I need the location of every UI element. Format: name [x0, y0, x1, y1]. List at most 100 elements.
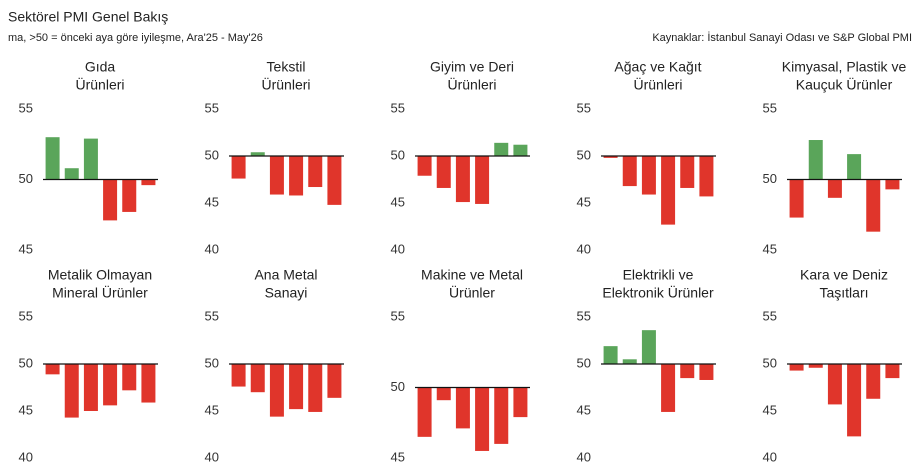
y-tick-label: 55 — [205, 100, 219, 115]
bar — [661, 156, 676, 225]
bar — [436, 387, 451, 401]
y-tick-label: 45 — [577, 402, 591, 417]
y-tick-label: 45 — [391, 194, 405, 209]
chart-title: Tekstil — [267, 59, 306, 75]
bar — [603, 346, 618, 364]
y-tick-label: 40 — [205, 241, 219, 256]
bar — [513, 387, 528, 418]
bar — [661, 364, 676, 412]
y-tick-label: 50 — [391, 147, 405, 162]
chart-title: Kara ve Deniz — [800, 267, 888, 283]
bar — [327, 156, 342, 205]
bar — [289, 156, 304, 196]
bar — [45, 137, 60, 180]
bar — [45, 364, 60, 375]
y-tick-label: 55 — [763, 100, 777, 115]
y-tick-label: 55 — [763, 308, 777, 323]
chart-title: Ürünler — [449, 284, 495, 301]
chart-title: Gıda — [85, 59, 116, 75]
y-tick-label: 50 — [763, 171, 777, 186]
y-tick-label: 50 — [763, 355, 777, 370]
bar — [641, 156, 656, 195]
source: Kaynaklar: İstanbul Sanayi Odası ve S&P … — [652, 31, 912, 44]
bar — [141, 364, 156, 403]
y-tick-label: 55 — [391, 308, 405, 323]
y-tick-label: 45 — [205, 194, 219, 209]
bar — [789, 364, 804, 371]
y-tick-label: 45 — [19, 241, 33, 256]
bar — [808, 364, 823, 368]
y-tick-label: 45 — [763, 241, 777, 256]
y-tick-label: 50 — [577, 355, 591, 370]
y-tick-label: 50 — [577, 147, 591, 162]
bar — [885, 364, 900, 379]
chart-title: Elektrikli ve — [623, 267, 694, 283]
y-tick-label: 50 — [19, 171, 33, 186]
chart-title: Ana Metal — [254, 267, 317, 283]
bar — [64, 364, 79, 418]
bar — [847, 154, 862, 180]
bar — [885, 179, 900, 190]
bar — [789, 179, 804, 218]
bar — [289, 364, 304, 410]
chart-title: Makine ve Metal — [421, 267, 523, 283]
bar — [231, 156, 246, 179]
bar — [847, 364, 862, 437]
y-tick-label: 55 — [19, 308, 33, 323]
y-tick-label: 50 — [205, 355, 219, 370]
bar — [699, 156, 714, 197]
y-tick-label: 40 — [19, 449, 33, 464]
bar — [603, 156, 618, 158]
subtitle: ma, >50 = önceki aya göre iyileşme, Ara'… — [8, 32, 263, 44]
bar — [455, 156, 470, 203]
chart-title: Taşıtları — [819, 285, 868, 301]
chart-title: Ağaç ve Kağıt — [614, 59, 701, 75]
y-tick-label: 45 — [763, 402, 777, 417]
bar — [455, 387, 470, 429]
bar — [827, 364, 842, 405]
bar — [475, 387, 490, 451]
chart-title: Sanayi — [265, 285, 308, 301]
bar — [494, 387, 509, 444]
bar — [436, 156, 451, 188]
bar — [250, 152, 265, 156]
bar — [64, 168, 79, 180]
bar — [866, 179, 881, 232]
chart-title: Metalik Olmayan — [48, 267, 152, 283]
bar — [83, 364, 98, 411]
y-tick-label: 40 — [391, 241, 405, 256]
bar — [103, 179, 118, 221]
bar — [680, 156, 695, 188]
y-tick-label: 45 — [577, 194, 591, 209]
chart-title: Ürünleri — [633, 76, 682, 93]
bar — [122, 179, 137, 212]
bar — [680, 364, 695, 379]
bar — [327, 364, 342, 398]
chart-title: Ürünleri — [75, 76, 124, 93]
bar — [141, 179, 156, 186]
bar — [269, 156, 284, 195]
bar — [269, 364, 284, 417]
bar — [808, 140, 823, 180]
bar — [308, 364, 323, 412]
chart-title: Ürünleri — [447, 76, 496, 93]
bar — [308, 156, 323, 188]
bar — [641, 330, 656, 364]
bar — [250, 364, 265, 393]
chart-title: Ürünleri — [261, 76, 310, 93]
y-tick-label: 45 — [205, 402, 219, 417]
bar — [475, 156, 490, 204]
bar — [122, 364, 137, 391]
y-tick-label: 55 — [205, 308, 219, 323]
y-tick-label: 45 — [391, 449, 405, 464]
bar — [622, 156, 637, 187]
bar — [231, 364, 246, 387]
y-tick-label: 45 — [19, 402, 33, 417]
bar — [417, 156, 432, 176]
bar — [699, 364, 714, 380]
y-tick-label: 55 — [19, 100, 33, 115]
y-tick-label: 40 — [577, 449, 591, 464]
bar — [83, 138, 98, 180]
chart-title: Kimyasal, Plastik ve — [782, 59, 907, 75]
